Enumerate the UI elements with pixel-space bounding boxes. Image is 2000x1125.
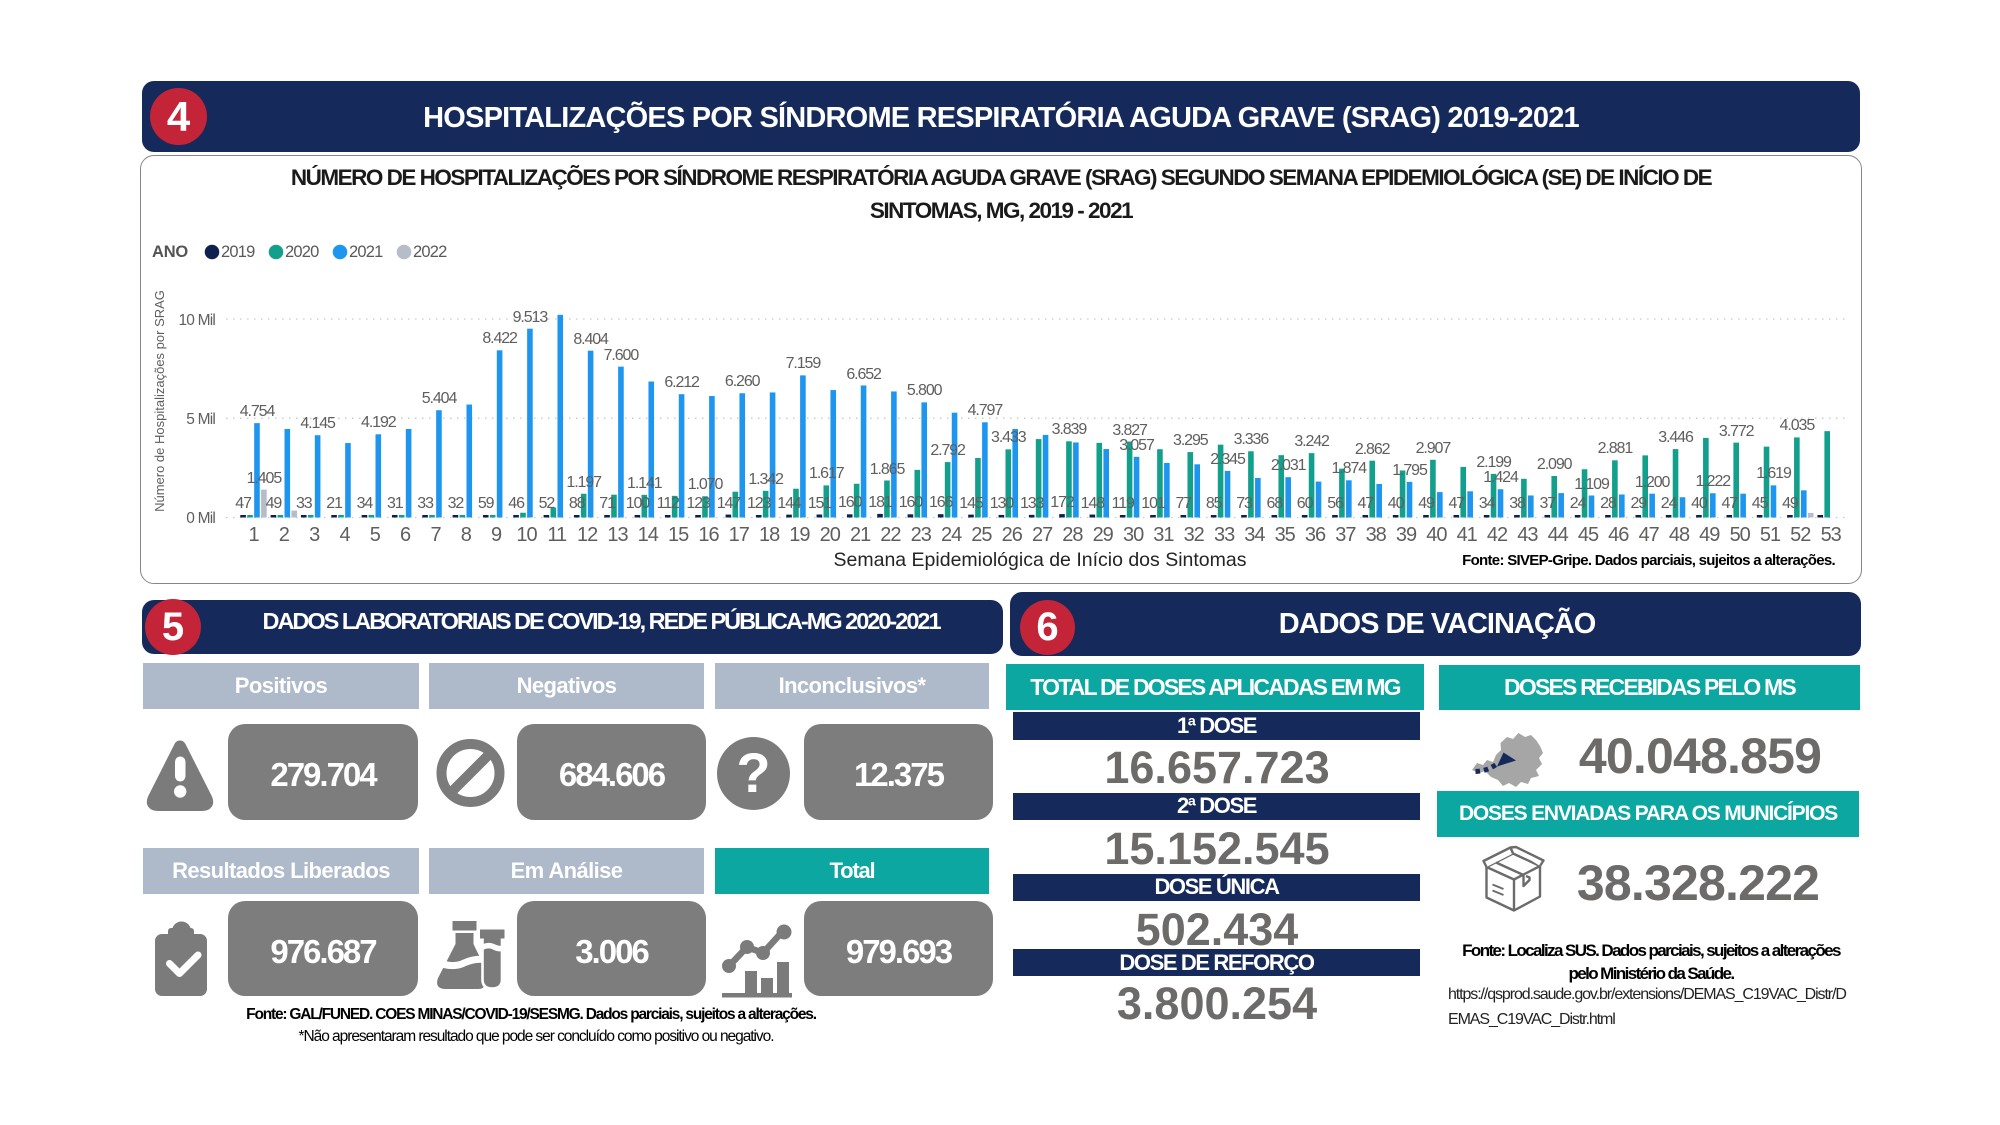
svg-text:?: ? <box>736 741 770 804</box>
